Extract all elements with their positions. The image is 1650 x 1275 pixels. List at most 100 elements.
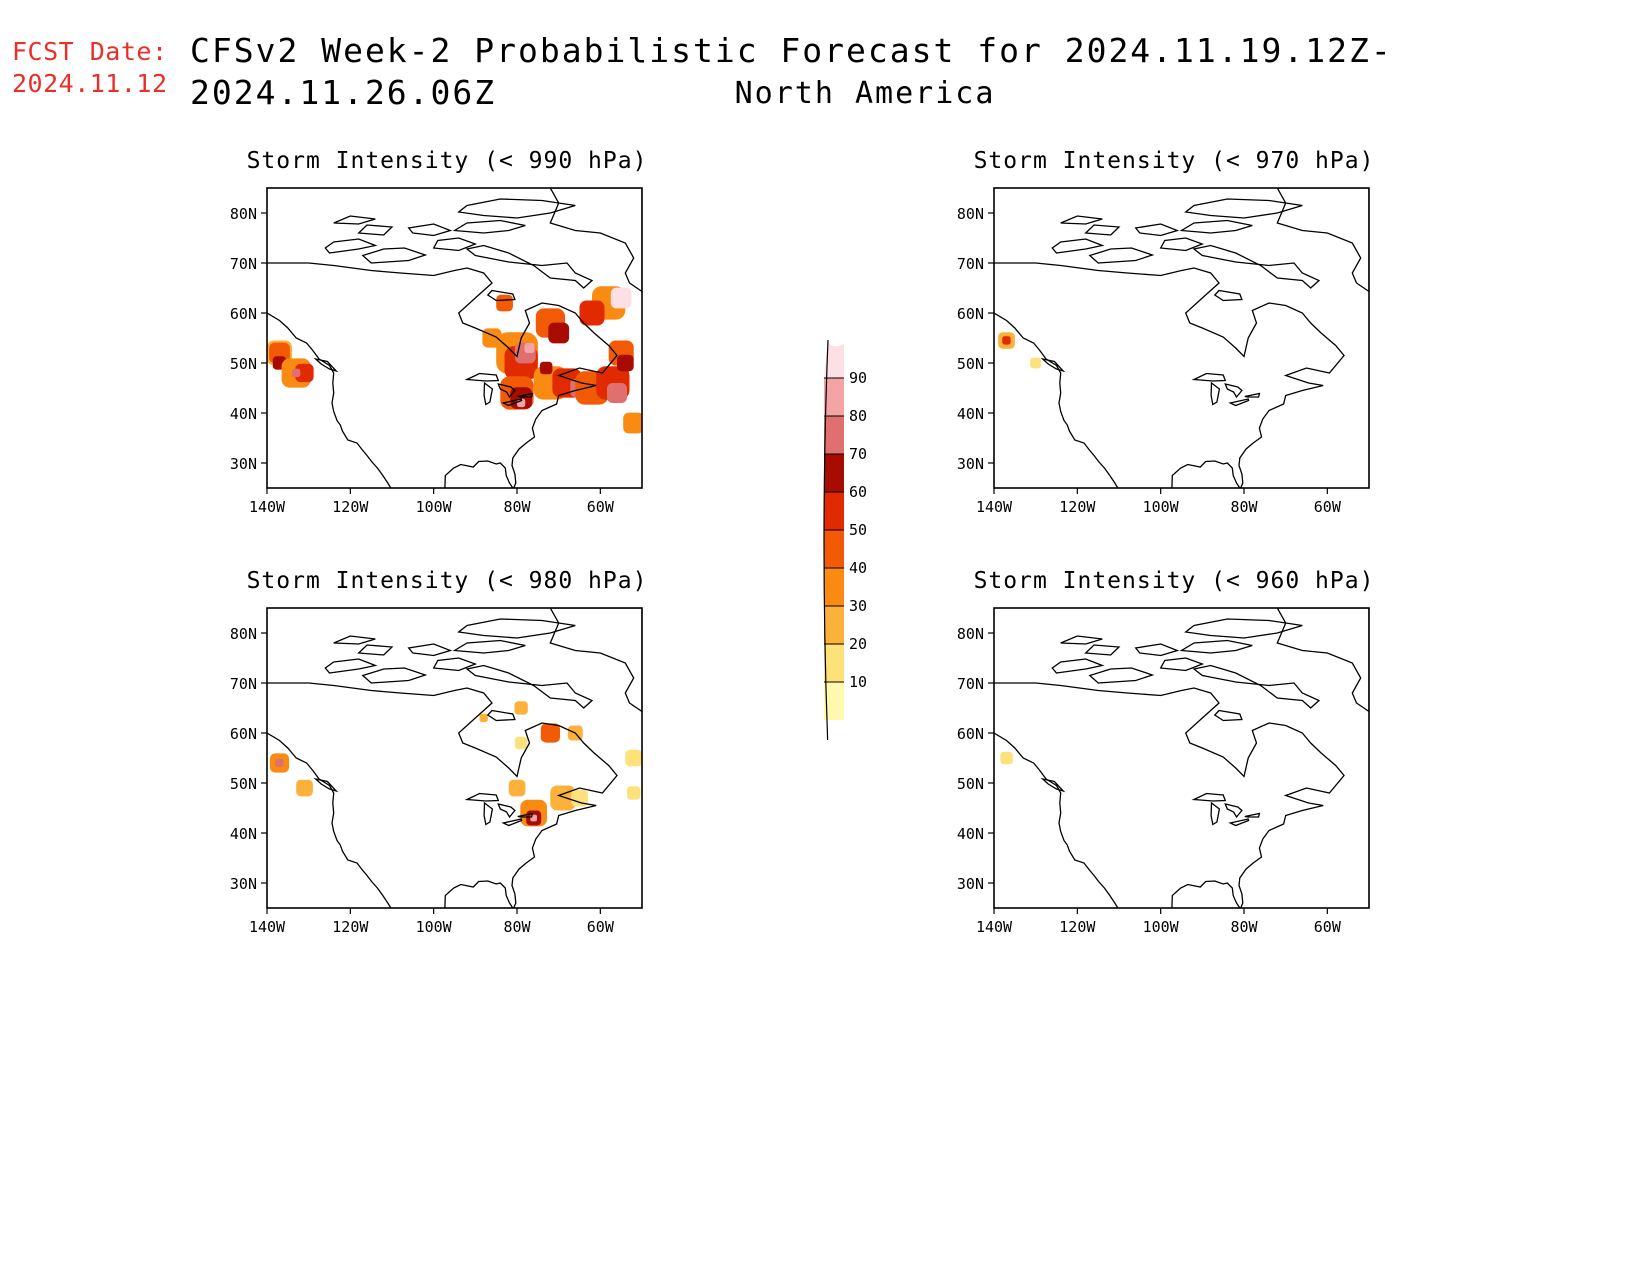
lake-outline — [501, 818, 523, 827]
coastline-west — [994, 732, 1119, 908]
map-panel-960: Storm Intensity (< 960 hPa) 30N 40N 50N 60N… — [939, 568, 1409, 948]
island-outline — [1159, 657, 1205, 672]
coastline-east — [994, 262, 1345, 488]
island-outline — [432, 237, 478, 252]
island-outline — [457, 198, 576, 219]
coastline-east — [267, 682, 618, 908]
colorbar-label: 70 — [849, 445, 867, 463]
subtitle-wrap: North America — [0, 76, 1650, 111]
coastline-gulf — [1171, 460, 1241, 488]
greenland-outline — [549, 608, 642, 713]
probability-cell — [539, 361, 553, 375]
map-svg: 30N 40N 50N 60N 70N 80N 140W 120W 100W 80W 60W — [957, 607, 1370, 936]
lake-outline — [517, 812, 534, 818]
colorbar-segment — [824, 644, 844, 682]
greenland-outline — [549, 188, 642, 293]
colorbar-segment — [824, 682, 844, 720]
probability-cell — [295, 363, 314, 383]
lon-tick-label: 100W — [416, 498, 453, 516]
island-outline — [452, 639, 526, 654]
lake-outline — [483, 801, 494, 826]
colorbar-segment — [824, 454, 844, 492]
colorbar-label: 40 — [849, 559, 867, 577]
island-outline — [1179, 219, 1253, 234]
coastline-gulf — [444, 460, 514, 488]
island-outline — [1088, 247, 1155, 264]
island-outline — [1040, 357, 1066, 373]
coastline-west — [267, 312, 392, 488]
map-frame — [993, 607, 1370, 909]
lat-tick-label: 60N — [230, 305, 257, 323]
island-outline — [1051, 658, 1105, 674]
lat-tick-label: 60N — [230, 725, 257, 743]
map-svg: 30N 40N 50N 60N 70N 80N 140W 120W 100W 80W 60W — [230, 187, 643, 516]
island-outline — [313, 777, 339, 793]
lon-tick-label: 80W — [503, 498, 531, 516]
colorbar-segment — [824, 378, 844, 416]
probability-cell — [610, 287, 632, 309]
island-outline — [465, 244, 594, 289]
island-outline — [1213, 289, 1243, 302]
lake-outline — [1224, 383, 1243, 399]
lake-outline — [1224, 803, 1243, 819]
colorbar-segment — [824, 568, 844, 606]
colorbar-label: 60 — [849, 483, 867, 501]
lon-tick-label: 100W — [416, 918, 453, 936]
lon-tick-label: 140W — [976, 498, 1013, 516]
island-outline — [1088, 667, 1155, 684]
panel-title: Storm Intensity (< 970 hPa) — [973, 148, 1375, 174]
map-panel-980: Storm Intensity (< 980 hPa) 30N 40N 50N 60N… — [212, 568, 682, 948]
colorbar: 10 20 30 40 50 60 70 80 90 — [823, 339, 867, 740]
panel-title: Storm Intensity (< 980 hPa) — [246, 568, 648, 594]
forecast-date-label: FCST Date: 2024.11.12 — [12, 36, 168, 100]
coastline-east — [267, 262, 618, 488]
lake-outline — [1191, 372, 1227, 382]
probability-cell — [540, 723, 560, 743]
colorbar-label: 90 — [849, 369, 867, 387]
colorbar-edge — [823, 339, 829, 740]
probability-cell — [479, 713, 488, 723]
lat-tick-label: 80N — [957, 625, 984, 643]
colorbar-segment — [824, 416, 844, 454]
lat-tick-label: 30N — [957, 875, 984, 893]
map-svg: 30N 40N 50N 60N 70N 80N 140W 120W 100W 80W 60W — [230, 607, 643, 936]
island-outline — [452, 219, 526, 234]
probability-cell — [1030, 357, 1041, 369]
colorbar-segment — [824, 530, 844, 568]
island-outline — [1040, 777, 1066, 793]
island-outline — [324, 658, 378, 674]
lat-tick-label: 50N — [957, 775, 984, 793]
island-outline — [1060, 635, 1103, 645]
lat-tick-label: 30N — [230, 875, 257, 893]
island-outline — [1134, 223, 1180, 237]
coastline-west — [994, 312, 1119, 488]
lake-outline — [497, 383, 516, 399]
colorbar-label: 50 — [849, 521, 867, 539]
lat-tick-label: 70N — [230, 255, 257, 273]
lat-tick-label: 80N — [230, 205, 257, 223]
lon-tick-label: 60W — [587, 918, 615, 936]
page-title: CFSv2 Week-2 Probabilistic Forecast for … — [190, 31, 1393, 112]
probability-cell — [627, 786, 641, 800]
island-outline — [1213, 709, 1243, 722]
island-outline — [357, 224, 394, 236]
island-outline — [1179, 639, 1253, 654]
map-panel-990: Storm Intensity (< 990 hPa) 30N 40N 50N 60N… — [212, 148, 682, 528]
probability-cell — [524, 343, 535, 353]
greenland-outline — [1276, 188, 1369, 293]
island-outline — [457, 618, 576, 639]
island-outline — [1192, 664, 1321, 709]
island-outline — [361, 247, 428, 264]
lat-tick-label: 70N — [230, 675, 257, 693]
island-outline — [1159, 237, 1205, 252]
island-outline — [333, 215, 376, 225]
map-panel-970: Storm Intensity (< 970 hPa) 30N 40N 50N 60N… — [939, 148, 1409, 528]
island-outline — [1060, 215, 1103, 225]
lat-tick-label: 50N — [230, 355, 257, 373]
fcst-date-caption: FCST Date: — [12, 37, 168, 66]
lat-tick-label: 60N — [957, 305, 984, 323]
colorbar-segment — [824, 340, 844, 378]
probability-cell — [292, 368, 301, 378]
lon-tick-label: 60W — [1314, 918, 1342, 936]
island-outline — [432, 657, 478, 672]
